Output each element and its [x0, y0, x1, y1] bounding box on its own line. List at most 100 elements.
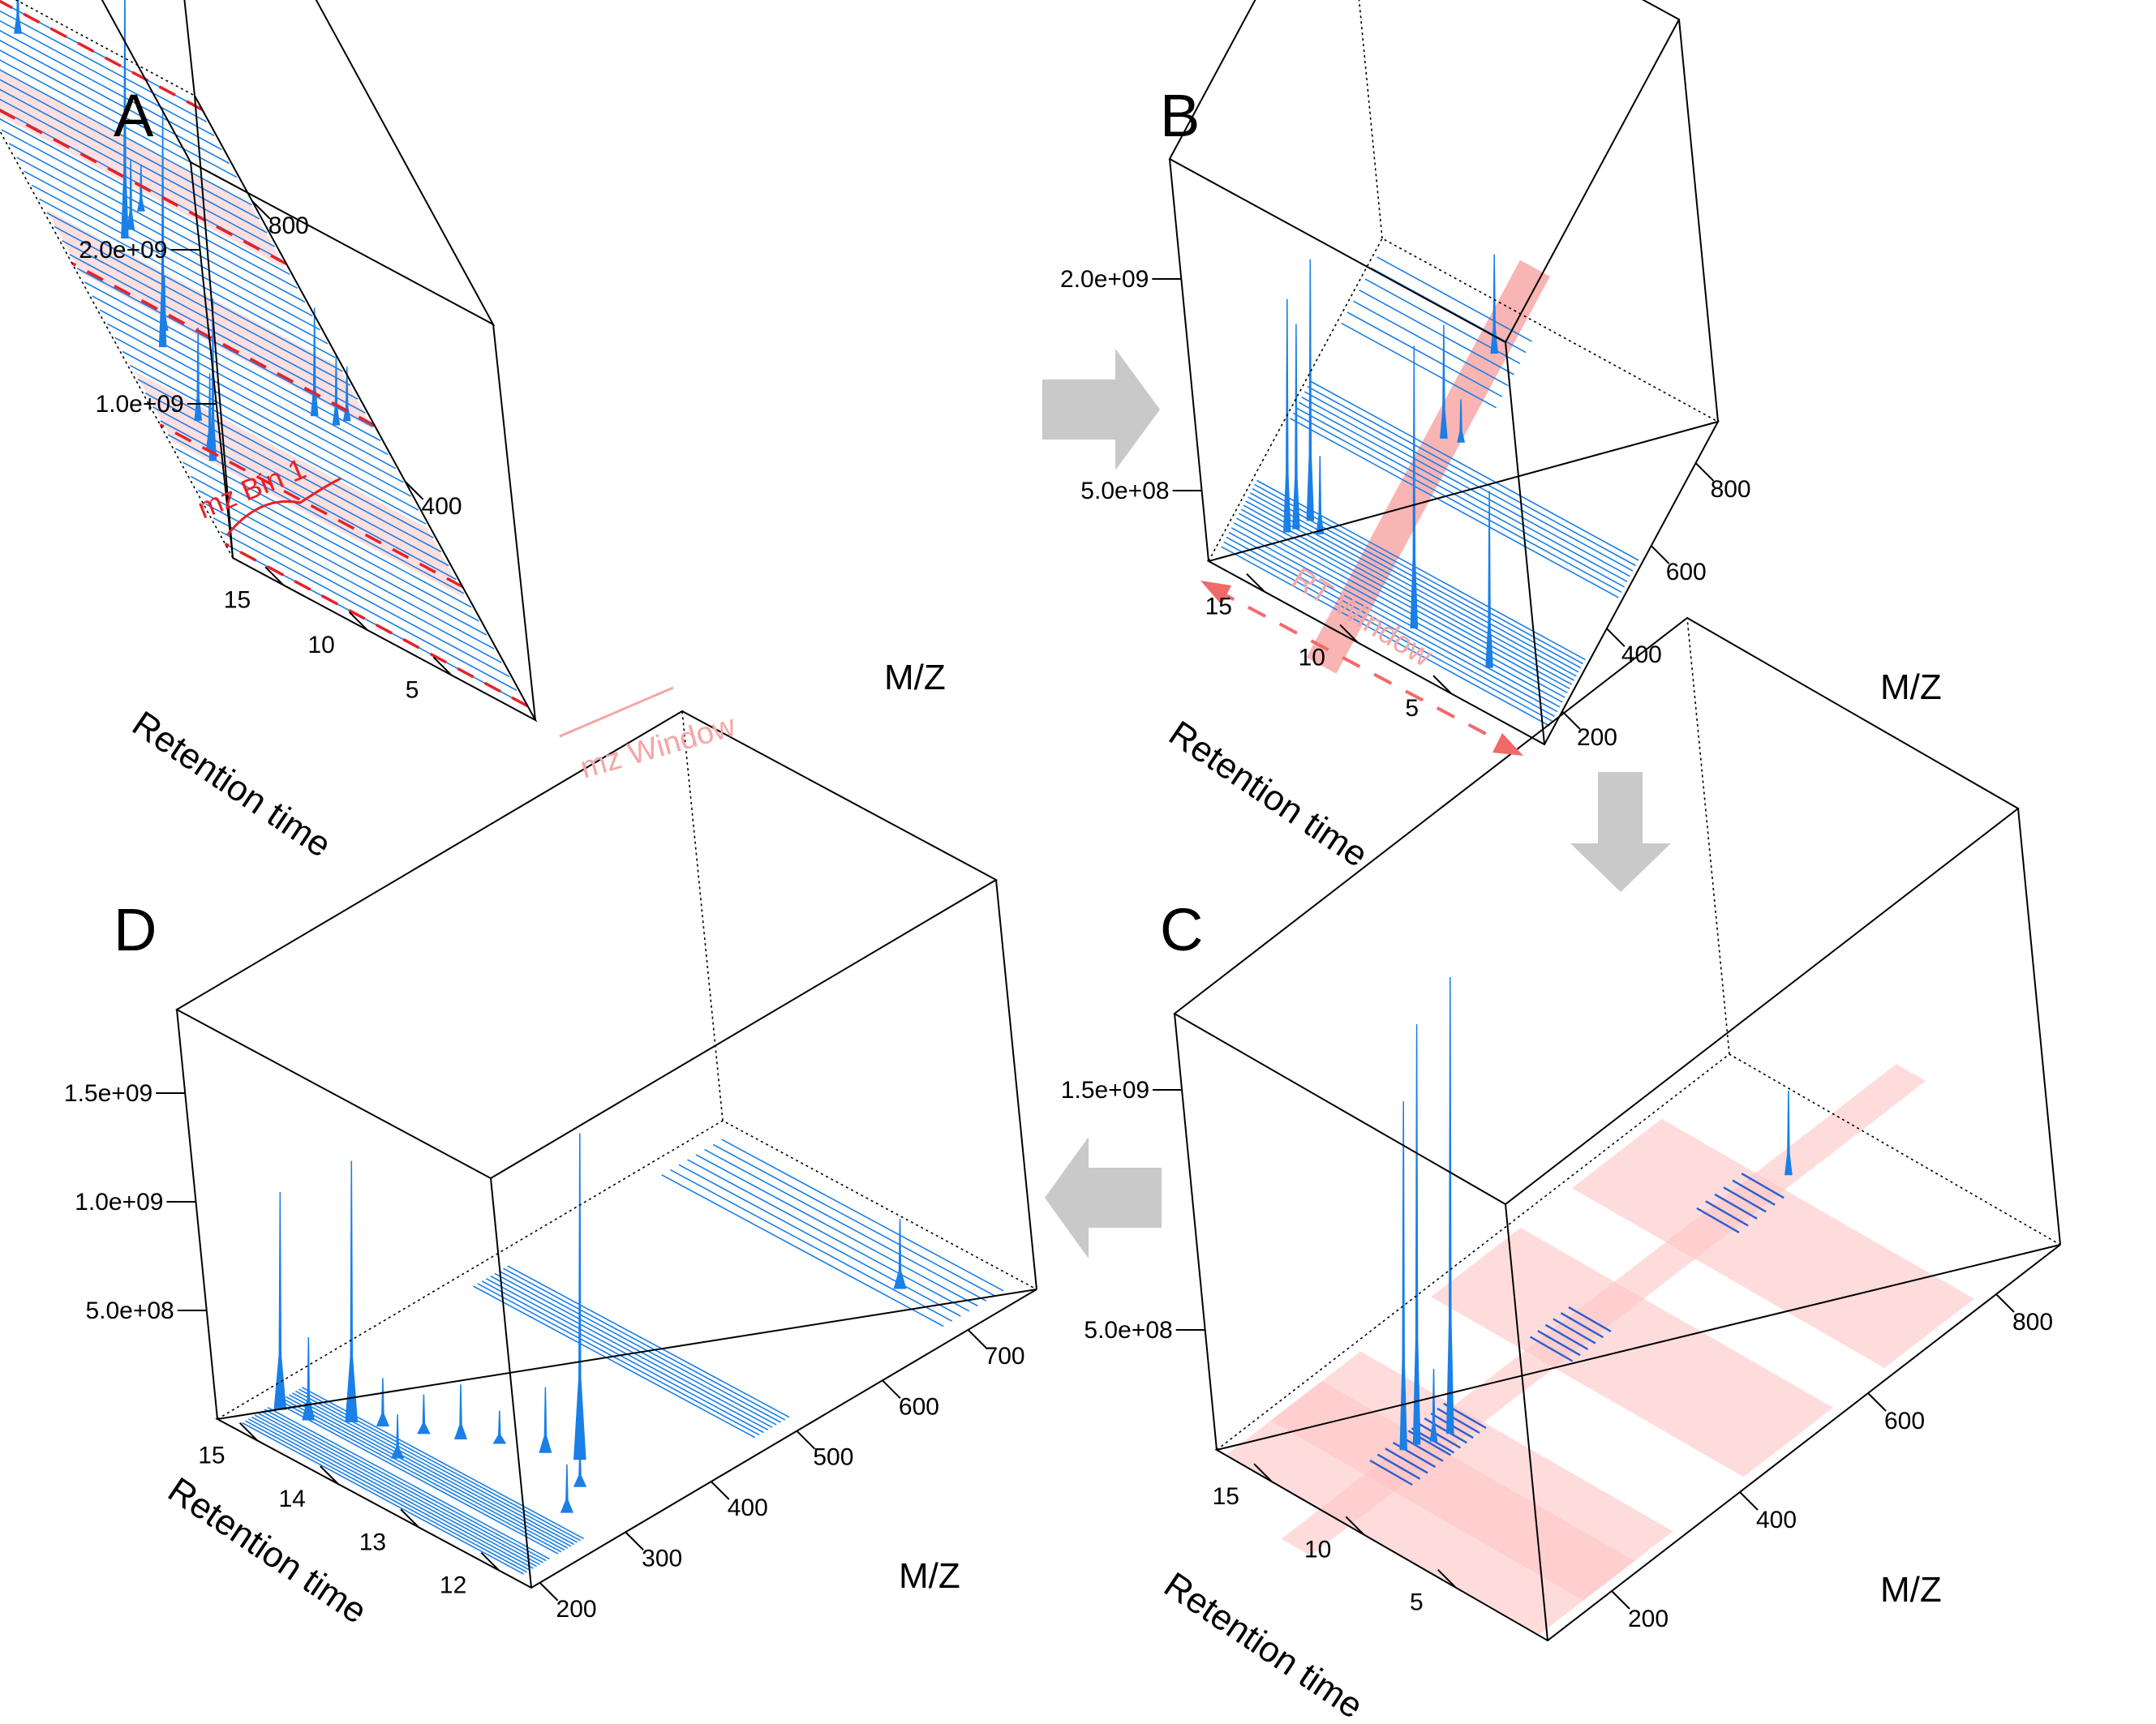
scan-line-b-2-2 [1295, 407, 1625, 588]
box-bottom-front-c [1214, 1244, 2061, 1642]
z-tick-label-a-1: 2.0e+09 [79, 237, 167, 264]
box-edge-right-b [1678, 19, 1719, 422]
rt-tick-label-d-3: 15 [198, 1443, 225, 1469]
scan-line-b-0-6 [1236, 517, 1565, 698]
scan-line-a-0-28 [16, 157, 313, 317]
peak-a-5 [121, 0, 129, 239]
peak-b-2 [1306, 259, 1315, 521]
mz-tick-label-c-3: 800 [2012, 1309, 2053, 1336]
peak-c-3 [1429, 1369, 1438, 1442]
peak-b-7 [1457, 399, 1466, 443]
peak-d-8 [573, 1133, 586, 1460]
box-edge-right-a [183, 0, 195, 96]
peak-d-2 [345, 1160, 359, 1422]
mz-tick-c-2 [1867, 1392, 1887, 1412]
scan-line-c-2-4 [1560, 1312, 1604, 1339]
scan-line-a-0-26 [31, 184, 329, 345]
peak-d-6 [492, 1410, 507, 1444]
mz-tick-label-d-1: 300 [642, 1545, 682, 1572]
scan-line-c-3-2 [1714, 1193, 1758, 1220]
box-edge-right-d [995, 879, 1037, 1290]
mz-tick-d-5 [967, 1329, 987, 1349]
rt-tick-label-b-1: 10 [1299, 644, 1325, 671]
rt-tick-b-0 [1432, 675, 1452, 694]
scan-line-d-1-2 [282, 1398, 565, 1551]
scan-line-c-2-3 [1553, 1318, 1596, 1344]
box-bottom-front-d [214, 1289, 1037, 1589]
scan-line-a-0-1 [221, 531, 518, 692]
scan-line-d-3-0 [661, 1174, 944, 1327]
mz-tick-a-0 [404, 481, 424, 500]
scan-line-c-0-4 [1400, 1435, 1444, 1462]
scan-line-a-0-25 [39, 198, 336, 358]
peak-a-4 [160, 276, 169, 331]
scan-line-d-1-5 [292, 1392, 575, 1546]
z-tick-label-d-1: 1.0e+09 [75, 1189, 163, 1216]
scan-line-a-0-38 [0, 49, 238, 178]
box-bottom-back-d [217, 1120, 1037, 1420]
scan-line-a-0-13 [130, 364, 427, 525]
mz-tick-label-c-0: 200 [1628, 1606, 1669, 1632]
peak-d-5 [453, 1384, 468, 1440]
scan-line-b-0-2 [1226, 536, 1555, 718]
mz-bin-boundary-4 [0, 0, 204, 111]
peak-a-0 [208, 298, 217, 461]
peak-c-1 [1412, 1023, 1421, 1445]
scan-line-b-0-7 [1239, 512, 1568, 694]
rt-tick-c-2 [1253, 1463, 1273, 1482]
rt-tick-label-a-0: 5 [406, 676, 419, 703]
window-band-c-3 [1571, 1118, 1974, 1369]
scan-line-c-0-1 [1376, 1453, 1421, 1480]
box-edge-right-c [2017, 808, 2061, 1246]
peak-d-4 [417, 1394, 431, 1435]
scan-line-b-2-1 [1292, 412, 1622, 594]
scan-line-c-3-5 [1741, 1173, 1784, 1199]
rt-tick-label-c-2: 15 [1213, 1483, 1239, 1510]
scan-line-a-0-41 [0, 19, 215, 137]
mz-bin-boundary-0 [224, 543, 529, 708]
scan-line-d-3-5 [704, 1148, 987, 1302]
scan-line-b-0-0 [1221, 546, 1550, 727]
mz-tick-label-a-0: 400 [422, 493, 462, 520]
scan-line-c-1-4 [1437, 1407, 1480, 1435]
peak-d-3 [376, 1378, 390, 1427]
mz-tick-d-3 [796, 1430, 816, 1450]
mz-window-band-a-2 [0, 71, 286, 268]
box-edge-left-a [190, 161, 234, 559]
scan-line-d-0-5 [257, 1412, 540, 1566]
rt-tick-a-0 [432, 656, 453, 676]
peak-d-11 [560, 1464, 574, 1513]
window-band-c-2 [1431, 1227, 1834, 1477]
rt-tick-label-d-2: 14 [278, 1486, 305, 1512]
scan-line-a-0-6 [183, 461, 479, 622]
mz-tick-label-d-2: 400 [728, 1495, 768, 1521]
scan-line-a-0-23 [54, 225, 351, 386]
scan-line-b-1-0 [1240, 508, 1570, 689]
rt-tick-label-a-1: 10 [307, 632, 334, 658]
scan-line-b-1-2 [1245, 500, 1574, 681]
arrow-b-to-c [1570, 772, 1671, 892]
arrow-a-to-b [1042, 349, 1160, 470]
peak-b-1 [1292, 324, 1300, 530]
scan-line-a-0-20 [76, 268, 374, 428]
rt-tick-label-c-0: 5 [1410, 1589, 1424, 1616]
rt-tick-label-b-0: 5 [1405, 695, 1419, 722]
scan-line-c-1-1 [1417, 1422, 1461, 1449]
scan-line-a-0-3 [205, 503, 502, 663]
scan-line-a-0-4 [198, 489, 495, 650]
box-edge-front-d [490, 1177, 532, 1589]
scan-line-b-3-3 [1359, 289, 1514, 375]
z-tick-label-c-0: 5.0e+08 [1084, 1317, 1172, 1344]
mz-tick-b-1 [1606, 628, 1626, 647]
mz-bin-brace [225, 477, 341, 536]
rt-tick-a-1 [349, 611, 368, 631]
scan-line-b-3-1 [1346, 311, 1503, 397]
axis-title-rt-a: Retention time [125, 704, 338, 865]
scan-line-d-1-0 [276, 1401, 559, 1555]
scan-line-a-0-14 [122, 350, 419, 511]
scan-line-a-0-19 [84, 281, 381, 442]
scan-line-d-3-1 [670, 1169, 953, 1322]
scan-line-b-3-6 [1376, 256, 1532, 342]
axis-title-mz-b: M/Z [1880, 667, 1942, 707]
